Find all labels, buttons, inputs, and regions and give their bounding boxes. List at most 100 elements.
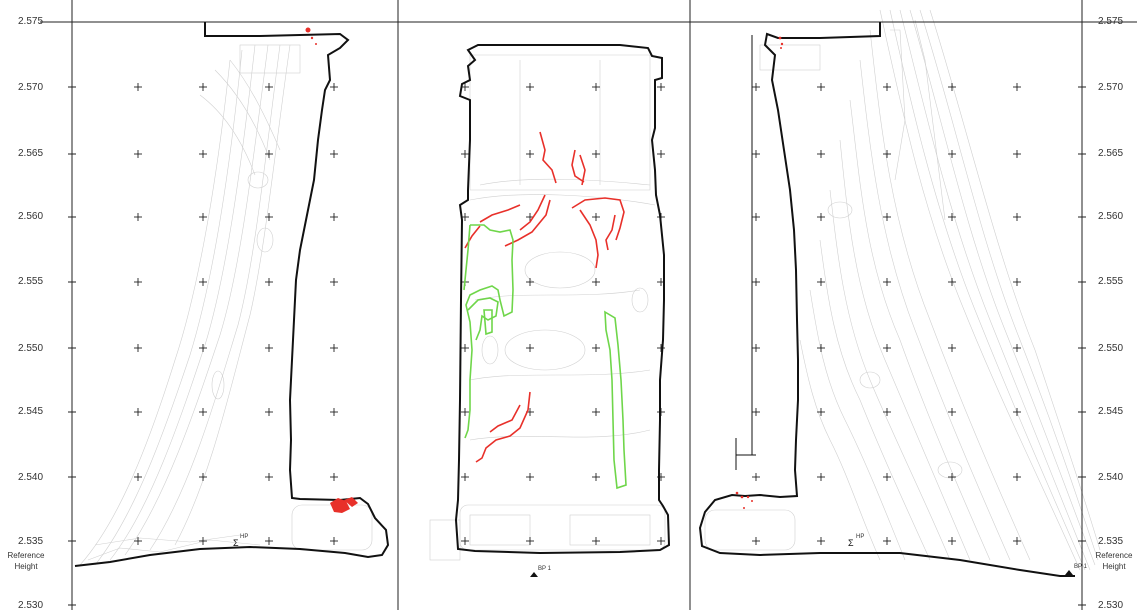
grid-cross [1013,344,1021,352]
right-axis-label-2545: 2.545 [1098,406,1124,417]
grid-cross [199,278,207,286]
left-axis-label-2560: 2.560 [18,211,44,222]
grid-cross [461,537,469,545]
reference-height-caption-left: Reference Height [4,550,48,572]
grid-cross [1013,150,1021,158]
grid-cross [199,83,207,91]
grid-cross [265,408,273,416]
grid-cross [461,344,469,352]
grid-cross [752,278,760,286]
reference-caption-line1-left: Reference [7,551,45,560]
left-axis-label-2530: 2.530 [18,600,44,611]
grid-cross [752,344,760,352]
red-feature-lines [464,131,625,463]
grid-cross [199,408,207,416]
bp-label-center: BP 1 [538,566,551,572]
grid-cross [134,83,142,91]
grid-cross [134,473,142,481]
contour-lines-center [429,54,666,561]
grid-cross [265,278,273,286]
bp-marker-right [1065,570,1073,575]
grid-cross [330,83,338,91]
grid-cross [134,537,142,545]
grid-cross [134,213,142,221]
grid-cross [330,473,338,481]
center-section-outline [454,44,671,555]
grid-cross [657,344,665,352]
right-survey-marker-lines [735,35,756,470]
reference-height-caption-right: Reference Height [1092,550,1136,572]
grid-cross [948,408,956,416]
grid-cross [526,344,534,352]
grid-cross [592,473,600,481]
grid-cross [199,344,207,352]
grid-cross [526,537,534,545]
grid-cross [948,213,956,221]
grid-cross [265,473,273,481]
grid-cross [330,408,338,416]
grid-cross [883,278,891,286]
grid-cross [1013,83,1021,91]
grid-cross [657,150,665,158]
grid-cross [265,213,273,221]
grid-cross [330,537,338,545]
grid-cross [817,537,825,545]
grid-cross [752,150,760,158]
grid-cross [817,278,825,286]
grid-cross [948,278,956,286]
grid-cross [526,150,534,158]
grid-cross [1013,278,1021,286]
grid-cross [752,83,760,91]
bp-label-right: BP 1 [1074,564,1087,570]
grid-cross [817,473,825,481]
grid-cross [817,344,825,352]
grid-cross [883,408,891,416]
grid-cross [752,473,760,481]
grid-cross [883,83,891,91]
grid-cross [592,537,600,545]
scale-frame [40,0,1137,610]
grid-cross [526,278,534,286]
grid-cross [948,83,956,91]
grid-cross [461,150,469,158]
grid-cross [199,150,207,158]
point-markers: Σ Σ [233,538,1073,577]
grid-cross [265,537,273,545]
grid-cross [948,150,956,158]
hp-label-left: HP [240,534,249,540]
grid-cross [883,150,891,158]
grid-cross [817,83,825,91]
contour-lines-right [704,9,1101,571]
left-axis-label-2535: 2.535 [18,536,44,547]
left-axis-label-2570: 2.570 [18,82,44,93]
grid-cross [752,537,760,545]
section-dividers [397,0,691,610]
right-axis-label-2555: 2.555 [1098,276,1124,287]
left-axis-label-2575: 2.575 [18,16,44,27]
grid-cross [592,344,600,352]
grid-cross [134,150,142,158]
grid-cross [1013,408,1021,416]
grid-cross [330,213,338,221]
grid-cross [657,83,665,91]
grid-cross [817,213,825,221]
grid-cross [134,344,142,352]
grid-cross [592,213,600,221]
grid-cross [461,408,469,416]
grid-cross [752,213,760,221]
bp-marker-center [530,572,538,577]
hp-marker-right: Σ [848,538,854,548]
grid-cross [330,278,338,286]
hp-marker-left: Σ [233,538,239,548]
grid-cross [883,473,891,481]
right-axis-label-2550: 2.550 [1098,343,1124,354]
grid-cross [592,83,600,91]
grid-cross [948,344,956,352]
grid-cross [752,408,760,416]
grid-cross [1013,213,1021,221]
grid-cross [1013,537,1021,545]
left-section-outline [74,22,390,567]
grid-cross [592,408,600,416]
